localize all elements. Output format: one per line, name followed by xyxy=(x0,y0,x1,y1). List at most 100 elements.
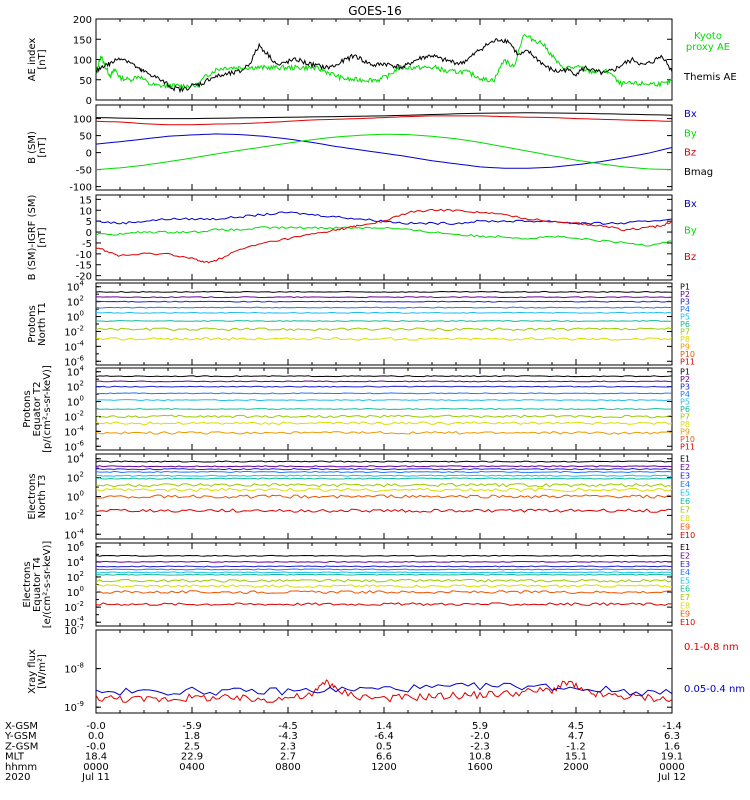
series-line-Bx xyxy=(95,211,673,225)
y-axis-label: North T1 xyxy=(37,302,48,346)
y-axis-label: North T3 xyxy=(37,475,48,519)
series-line-E7 xyxy=(95,578,673,583)
legend-E1: E1 xyxy=(680,454,690,463)
y-tick-label: 50 xyxy=(79,132,92,143)
plot-title: GOES-16 xyxy=(348,4,402,18)
legend-P10: P10 xyxy=(680,350,695,359)
y-tick-label: 10-4 xyxy=(64,424,84,438)
y-axis-label: [nT] xyxy=(37,137,48,157)
legend-E5: E5 xyxy=(680,488,690,497)
series-line-P9 xyxy=(95,430,673,435)
series-line-Bx xyxy=(95,133,673,169)
y-tick-label: -15 xyxy=(76,261,92,272)
y-tick-label: 0 xyxy=(86,96,92,107)
y-tick-label: 100 xyxy=(67,490,84,504)
y-tick-label: 10-8 xyxy=(64,662,84,676)
y-axis-label: Protons xyxy=(22,390,33,427)
series-line-E10 xyxy=(95,508,673,513)
legend-P9: P9 xyxy=(680,427,690,436)
y-tick-label: 10-2 xyxy=(64,409,84,423)
legend-E6: E6 xyxy=(680,497,690,506)
series-line-Kyoto-proxy-AE xyxy=(95,33,673,90)
footer-value: 18.4 xyxy=(85,752,107,763)
series-line-E5 xyxy=(95,571,673,574)
legend-E4: E4 xyxy=(680,568,690,577)
y-tick-label: 50 xyxy=(79,76,92,87)
footer-value: 2.3 xyxy=(280,741,296,752)
footer-value: 1.8 xyxy=(184,731,200,742)
legend-P6: P6 xyxy=(680,405,690,414)
footer-value: 1200 xyxy=(371,762,396,773)
series-line-P4 xyxy=(95,306,673,309)
footer-value: -4.3 xyxy=(278,731,298,742)
y-axis-label: Electrons xyxy=(27,473,38,519)
legend-P4: P4 xyxy=(680,305,690,314)
y-tick-label: 104 xyxy=(67,452,85,466)
legend-E10: E10 xyxy=(680,618,695,627)
y-tick-label: 10-9 xyxy=(64,700,84,714)
series-line-P8 xyxy=(95,337,673,341)
panel-frame xyxy=(95,282,673,366)
series-line-E10 xyxy=(95,602,673,607)
y-tick-label: 102 xyxy=(67,471,84,485)
y-tick-label: -100 xyxy=(69,183,92,194)
legend-themis: Themis AE xyxy=(683,72,737,83)
series-line-P6 xyxy=(95,408,673,410)
legend-By: By xyxy=(684,128,697,139)
legend-P8: P8 xyxy=(680,420,690,429)
legend-E8: E8 xyxy=(680,514,690,523)
legend-P2: P2 xyxy=(680,375,690,384)
series-line-P6 xyxy=(95,320,673,322)
legend-P5: P5 xyxy=(680,313,690,322)
series-line-P5 xyxy=(95,311,673,314)
y-axis-label: B (SM)-IGRF (SM) xyxy=(27,195,38,281)
footer-value: -1.2 xyxy=(566,741,586,752)
footer-row-label: X-GSM xyxy=(5,721,38,732)
legend-E8: E8 xyxy=(680,601,690,610)
series-line-P7 xyxy=(95,414,673,419)
y-axis-label: [W/m²] xyxy=(37,654,48,689)
y-tick-label: 104 xyxy=(67,555,85,569)
footer-value: 2.5 xyxy=(184,741,200,752)
legend-Bz: Bz xyxy=(684,148,696,159)
footer-value: 0000 xyxy=(659,762,684,773)
legend-E10: E10 xyxy=(680,531,695,540)
footer-row-label: Z-GSM xyxy=(5,741,38,752)
legend-P11: P11 xyxy=(680,442,695,451)
series-line-P3 xyxy=(95,385,673,388)
y-axis-label: [nT] xyxy=(37,227,48,247)
y-tick-label: 10-4 xyxy=(64,339,84,353)
y-tick-label: 150 xyxy=(73,35,92,46)
series-line-E8 xyxy=(95,487,673,493)
series-line-P1 xyxy=(95,375,673,378)
series-line-P8 xyxy=(95,421,673,425)
footer-value: 4.5 xyxy=(568,721,584,732)
footer-value: Jul 11 xyxy=(81,772,110,783)
series-line-0.05-0.4-nm xyxy=(95,682,673,697)
footer-value: -5.9 xyxy=(182,721,202,732)
legend-E9: E9 xyxy=(680,610,690,619)
legend-E9: E9 xyxy=(680,522,690,531)
y-tick-label: 0 xyxy=(86,149,92,160)
series-line-Bmag xyxy=(95,112,673,120)
footer-value: 15.1 xyxy=(565,752,587,763)
footer-value: 6.6 xyxy=(376,752,392,763)
series-line-E4 xyxy=(95,470,673,474)
panel-elec3: 10-4 10-2 100 102 104 Electrons North T3 E1E2E3… xyxy=(27,452,695,542)
y-tick-label: 10-4 xyxy=(64,527,84,541)
legend-kyoto: Kyoto xyxy=(694,31,722,42)
y-tick-label: 100 xyxy=(67,585,84,599)
legend-Bz: Bz xyxy=(684,252,696,263)
series-line-E3 xyxy=(95,468,673,471)
footer-row-label: Y-GSM xyxy=(4,731,37,742)
footer-value: 0.5 xyxy=(376,741,392,752)
y-tick-label: 10-7 xyxy=(64,623,84,637)
footer-value: 2.7 xyxy=(280,752,296,763)
legend-P11: P11 xyxy=(680,357,695,366)
series-line-E9 xyxy=(95,590,673,594)
legend-Bx: Bx xyxy=(684,109,697,120)
footer-value: -1.4 xyxy=(662,721,682,732)
